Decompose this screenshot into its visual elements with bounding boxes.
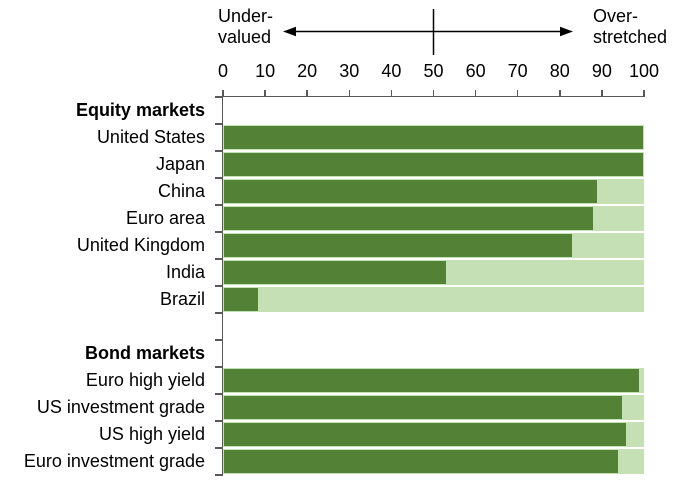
row-label: Euro area [125,208,205,228]
bar-fill [224,396,623,419]
category-tick-mark [215,123,222,125]
undervalued-label-line2: valued [218,27,272,47]
x-tick-label: 100 [628,61,660,81]
x-tick-label: 0 [217,61,229,81]
row-label: Euro high yield [85,370,205,390]
bar-track [223,287,644,312]
undervalued-label-line1: Under- [218,6,274,26]
bar-fill [224,369,639,392]
x-tick-mark [601,89,603,96]
x-tick-mark [222,89,224,96]
x-tick-label: 80 [549,61,570,81]
x-tick-mark [643,89,645,96]
bar-track [223,395,644,420]
category-tick-mark [215,474,222,476]
range-arrow [283,9,573,55]
category-axis-line [221,96,223,476]
bar-track [223,152,644,177]
bar-track [223,125,644,150]
overstretched-label-line2: stretched [593,27,668,47]
x-tick-label: 30 [339,61,360,81]
bar-fill [224,288,258,311]
bar-fill [224,234,572,257]
category-tick-mark [215,177,222,179]
row-label: US high yield [98,424,205,444]
bar-fill [224,126,643,149]
bar-fill [224,207,593,230]
row-label: United Kingdom [76,235,205,255]
row-label: India [165,262,205,282]
x-tick-mark [390,89,393,96]
x-tick-mark [306,89,308,96]
row-label: Euro investment grade [23,451,205,471]
overstretched-label-line1: Over- [593,6,638,26]
bar-fill [224,153,643,176]
x-tick-label: 90 [591,61,612,81]
x-tick-mark [432,89,435,96]
category-tick-mark [215,150,222,152]
category-tick-mark [215,393,222,395]
bar-fill [224,450,618,473]
section-header: Bond markets [84,343,205,363]
range-arrow-left-head [283,26,296,37]
x-tick-label: 70 [507,61,528,81]
category-tick-mark [215,447,222,449]
bar-track [223,233,644,258]
category-tick-mark [215,339,222,341]
undervalued-label: Under- valued [218,6,273,48]
row-label: United States [96,127,205,147]
bar-fill [224,180,597,203]
row-label: Japan [155,154,205,174]
row-label: China [157,181,205,201]
top-axis-line [222,95,645,97]
x-tick-label: 20 [297,61,318,81]
category-tick-mark [215,420,222,422]
category-tick-mark [215,285,222,287]
x-tick-mark [474,89,477,96]
category-tick-mark [215,204,222,206]
section-header: Equity markets [75,100,205,120]
bar-track [223,179,644,204]
bar-fill [224,261,447,284]
x-tick-mark [559,89,561,96]
bar-track [223,422,644,447]
x-tick-label: 60 [465,61,486,81]
x-tick-mark [348,89,351,96]
category-tick-mark [215,96,222,98]
category-tick-mark [215,366,222,368]
bar-track [223,206,644,231]
bar-track [223,368,644,393]
x-tick-label: 50 [423,61,444,81]
category-tick-mark [215,312,222,314]
row-label: US investment grade [36,397,205,417]
overstretched-label: Over- stretched [593,6,667,48]
x-tick-mark [516,89,519,96]
x-tick-label: 40 [381,61,402,81]
bar-fill [224,423,627,446]
bar-track [223,260,644,285]
bar-track [223,449,644,474]
x-tick-label: 10 [255,61,276,81]
row-label: Brazil [159,289,205,309]
range-arrow-right-head [560,26,573,37]
category-tick-mark [215,258,222,260]
x-tick-mark [264,89,266,96]
category-tick-mark [215,231,222,233]
